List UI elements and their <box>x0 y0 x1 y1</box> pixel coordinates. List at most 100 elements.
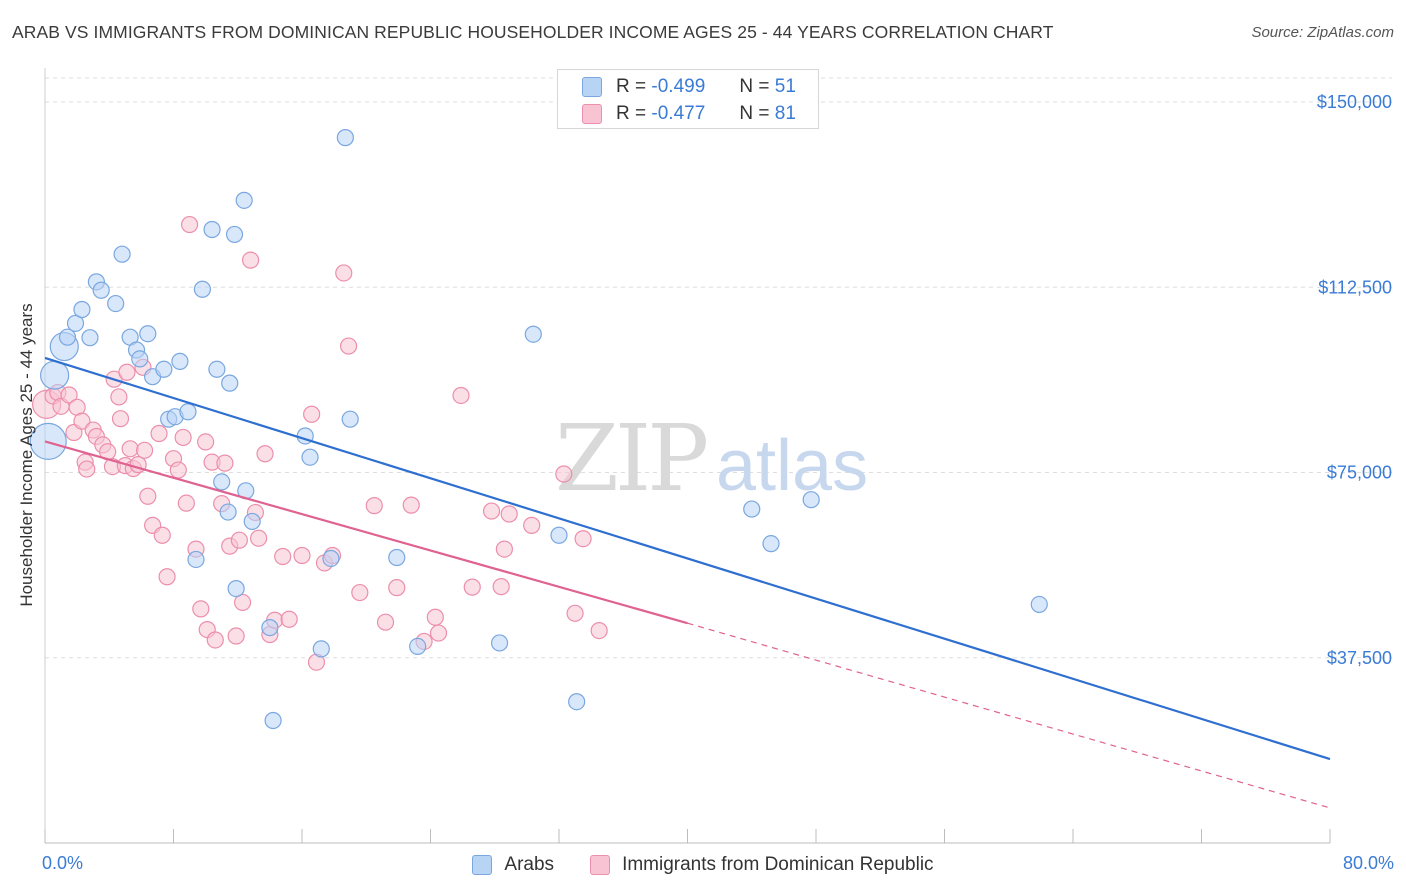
dominican-legend-swatch <box>590 855 611 875</box>
dominican-point <box>574 530 592 548</box>
dominican-point <box>169 461 187 479</box>
arabs-point <box>243 512 261 531</box>
watermark: ZIP atlas <box>555 405 868 512</box>
watermark-zip: ZIP <box>555 405 706 512</box>
arabs-point <box>264 711 282 730</box>
dominican-point <box>335 264 353 282</box>
arabs-point <box>221 374 239 392</box>
series-legend: Arabs Immigrants from Dominican Republic <box>0 852 1406 878</box>
dominican-point <box>230 531 248 549</box>
dominican-point <box>274 547 292 566</box>
dominican-n-value: 81 <box>774 103 796 124</box>
dominican-point <box>426 608 444 626</box>
arabs-point <box>92 281 110 299</box>
arabs-point <box>73 300 91 319</box>
dominican-point <box>376 613 395 631</box>
dominican-point <box>135 441 154 459</box>
y-tick-label: $37,500 <box>1327 648 1392 668</box>
arabs-point <box>743 500 761 518</box>
n-label: N = <box>739 103 770 124</box>
dominican-point <box>492 578 510 596</box>
arabs-point <box>802 491 820 509</box>
arabs-legend-label: Arabs <box>504 854 555 875</box>
arabs-point <box>66 314 85 332</box>
x-tick-labels: 0.0% 80.0% <box>42 853 1394 873</box>
arabs-point <box>409 637 427 656</box>
arabs-point <box>131 350 149 368</box>
dominican-point <box>139 487 157 505</box>
dominican-point <box>463 578 481 596</box>
arabs-point <box>40 360 70 390</box>
dominican-point <box>495 540 513 558</box>
arabs-point <box>107 294 125 313</box>
arabs-point <box>139 325 157 343</box>
dominican-point <box>365 497 383 515</box>
dominican-point <box>482 502 501 520</box>
arabs-point <box>312 640 330 658</box>
dominican-points <box>32 215 608 671</box>
x-tick-label-max: 80.0% <box>1343 853 1394 873</box>
y-tick-label: $75,000 <box>1327 463 1392 483</box>
dominican-point <box>216 454 234 472</box>
arabs-point <box>762 535 780 553</box>
dominican-point <box>303 405 321 423</box>
arabs-swatch <box>582 77 602 97</box>
dominican-point <box>110 388 128 406</box>
arabs-point <box>568 693 586 711</box>
dominican-point <box>233 593 252 612</box>
x-tick-label-min: 0.0% <box>42 853 83 873</box>
dominican-legend-label: Immigrants from Dominican Republic <box>622 854 934 875</box>
arabs-point <box>58 328 77 346</box>
dominican-point <box>180 215 199 234</box>
dominican-point <box>60 386 78 404</box>
dominican-point <box>555 465 573 483</box>
dominican-point <box>118 363 136 381</box>
dominican-point <box>280 610 298 628</box>
dominican-point <box>78 460 96 478</box>
dominican-point <box>227 627 245 645</box>
arabs-point <box>341 410 359 428</box>
dominican-trend-extension <box>687 622 1331 809</box>
trend-lines <box>44 356 1331 809</box>
dominican-point <box>293 546 311 565</box>
dominican-point <box>242 251 260 269</box>
y-tick-labels: $37,500 $75,000 $112,500 $150,000 <box>1317 92 1392 668</box>
dominican-point <box>206 631 224 649</box>
arabs-point <box>550 526 568 544</box>
source-label: Source: ZipAtlas.com <box>1251 24 1394 41</box>
arabs-point <box>213 473 231 491</box>
arabs-point <box>301 448 319 466</box>
dominican-point <box>256 445 274 463</box>
arabs-point <box>187 550 205 569</box>
dominican-point <box>429 624 448 642</box>
dominican-point <box>150 424 168 443</box>
y-tick-label: $150,000 <box>1317 92 1392 112</box>
legend-row-arabs: R = -0.499 N = 51 <box>582 75 796 99</box>
arabs-point <box>336 129 354 147</box>
arabs-point <box>225 225 244 244</box>
arabs-point <box>208 360 226 378</box>
dominican-point <box>452 386 470 405</box>
dominican-point <box>121 440 139 458</box>
arabs-point <box>227 580 245 598</box>
r-label: R = <box>616 76 647 97</box>
arabs-point <box>81 329 99 347</box>
legend-item-arabs[interactable]: Arabs <box>472 854 554 876</box>
arabs-point <box>235 191 253 209</box>
legend-item-dominican[interactable]: Immigrants from Dominican Republic <box>590 854 934 876</box>
dominican-point <box>388 579 406 597</box>
chart-title: ARAB VS IMMIGRANTS FROM DOMINICAN REPUBL… <box>12 22 1054 42</box>
arabs-points <box>29 129 1048 730</box>
arabs-point <box>171 352 189 370</box>
arabs-point <box>261 619 279 637</box>
arabs-trend-line <box>44 356 1331 761</box>
dominican-point <box>500 505 518 523</box>
dominican-point <box>197 433 215 451</box>
r-label: R = <box>616 103 647 124</box>
arabs-point <box>203 220 221 239</box>
dominican-point <box>174 428 192 447</box>
dominican-swatch <box>582 104 602 124</box>
dominican-r-value: -0.477 <box>651 103 706 124</box>
stats-legend: R = -0.499 N = 51 R = -0.477 N = 81 <box>557 69 819 129</box>
